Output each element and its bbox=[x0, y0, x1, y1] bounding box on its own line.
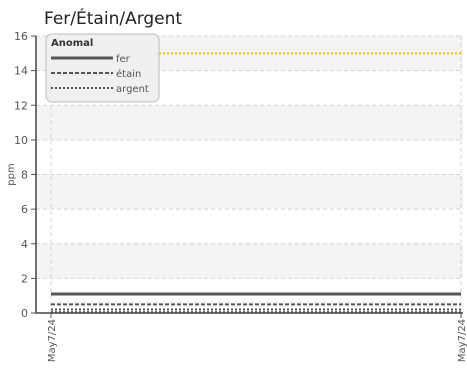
x-tick-label: May7/24 bbox=[457, 319, 467, 362]
series-lines bbox=[51, 52, 461, 314]
chart-title: Fer/Étain/Argent bbox=[44, 7, 182, 29]
y-axis-label: ppm bbox=[6, 163, 17, 185]
y-tick-label: 6 bbox=[21, 203, 28, 216]
y-tick-label: 10 bbox=[14, 134, 28, 147]
x-axis-ticks: May7/24 May7/24 bbox=[47, 313, 467, 362]
y-tick-label: 16 bbox=[14, 30, 28, 43]
x-tick-label: May7/24 bbox=[47, 319, 58, 362]
y-tick-label: 2 bbox=[21, 272, 28, 285]
y-tick-label: 14 bbox=[14, 65, 28, 78]
legend-entry-fer: fer bbox=[116, 54, 131, 65]
y-axis-ticks: 0 2 4 6 8 10 12 14 16 bbox=[14, 30, 36, 320]
plot-band bbox=[36, 174, 463, 210]
legend-entry-argent: argent bbox=[116, 84, 149, 95]
y-tick-label: 8 bbox=[21, 169, 28, 182]
legend-title: Anomal bbox=[51, 38, 93, 49]
plot-band bbox=[36, 105, 463, 140]
plot-band bbox=[36, 243, 463, 279]
y-tick-label: 12 bbox=[14, 99, 28, 112]
y-tick-label: 0 bbox=[21, 307, 28, 320]
legend[interactable]: Anomal fer étain argent bbox=[45, 33, 160, 103]
legend-entry-étain: étain bbox=[116, 68, 141, 80]
legend-box bbox=[45, 33, 160, 103]
y-tick-label: 4 bbox=[21, 238, 28, 251]
